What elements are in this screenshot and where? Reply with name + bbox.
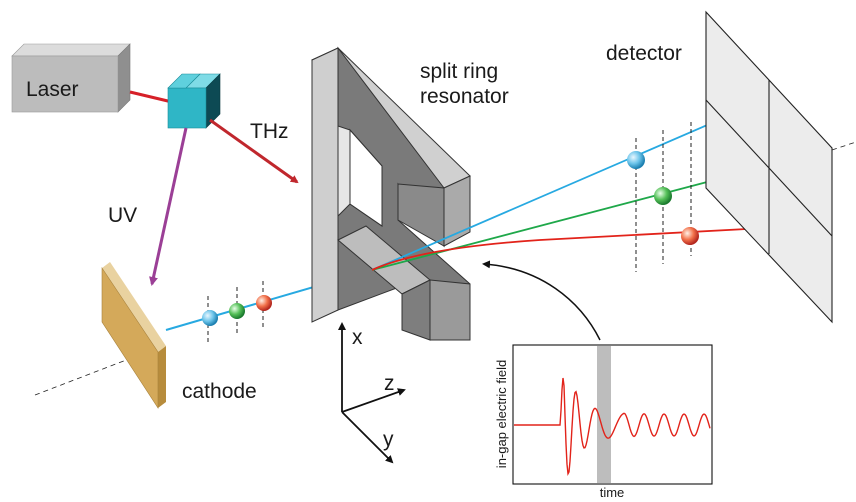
inset-frame xyxy=(512,344,713,485)
beam-red xyxy=(371,223,768,271)
inset-ylabel: in-gap electric field xyxy=(494,360,509,468)
inset-gate xyxy=(597,346,611,483)
laser-box xyxy=(11,43,131,113)
electron-green-initial xyxy=(229,303,245,319)
inset-trace xyxy=(514,377,711,476)
split-ring-resonator xyxy=(311,46,471,341)
uv-arrow xyxy=(149,127,188,286)
electron-green-deflected xyxy=(654,187,672,205)
detector-label: detector xyxy=(606,42,682,65)
detector-screen xyxy=(705,10,833,324)
split-ring-label-line2: resonator xyxy=(420,85,509,108)
inset-xlabel: time xyxy=(600,485,625,500)
laser-beam xyxy=(129,90,173,104)
electron-red-initial xyxy=(256,295,272,311)
axis-z-label: z xyxy=(384,372,395,395)
laser-label: Laser xyxy=(26,78,79,101)
cathode-plate xyxy=(101,262,166,410)
gap-pointer-arrow xyxy=(482,260,601,341)
beam-green xyxy=(371,163,770,271)
cathode-label: cathode xyxy=(182,380,257,403)
uv-label: UV xyxy=(108,204,137,227)
beam-blue xyxy=(371,95,774,271)
inset-plot xyxy=(512,344,713,485)
thz-label: THz xyxy=(250,120,289,143)
coordinate-axes xyxy=(338,322,406,464)
electron-blue-initial xyxy=(202,310,218,326)
nonlinear-crystal xyxy=(167,73,221,129)
electron-blue-deflected xyxy=(627,151,645,169)
split-ring-label-line1: split ring xyxy=(420,60,498,83)
axis-x-label: x xyxy=(352,326,363,349)
axis-y-label: y xyxy=(383,428,394,451)
thz-arrow xyxy=(209,118,299,184)
electron-red-deflected xyxy=(681,227,699,245)
